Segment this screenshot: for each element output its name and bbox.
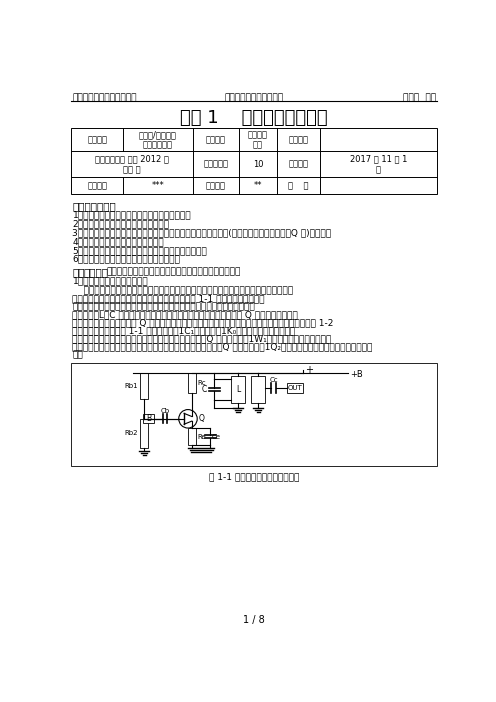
Bar: [231, 376, 245, 404]
Text: 成绩评定: 成绩评定: [289, 135, 309, 144]
Text: 二、: 二、: [72, 267, 85, 277]
Text: 学    号: 学 号: [288, 181, 309, 190]
Text: 一、实验目的：: 一、实验目的：: [72, 201, 116, 211]
Text: 3）熟悉放大器静态工作点和几点几负载对单调谐放大器幅频特性(包括电压增益、通频带、Q 值)的影响；: 3）熟悉放大器静态工作点和几点几负载对单调谐放大器幅频特性(包括电压增益、通频带…: [72, 228, 332, 237]
Text: 图 1-1 单调谐回路放大器原理电路: 图 1-1 单调谐回路放大器原理电路: [209, 472, 300, 482]
Text: OUT: OUT: [288, 385, 303, 391]
Text: 指导教师: 指导教师: [87, 181, 107, 190]
Text: +: +: [305, 365, 313, 376]
Text: 力。: 力。: [72, 351, 83, 359]
Text: 5）熟悉耦合电容对双调谐回路放大器幅频特性的影响；: 5）熟悉耦合电容对双调谐回路放大器幅频特性的影响；: [72, 246, 207, 255]
Text: Rb1: Rb1: [124, 383, 138, 389]
Text: 2017 年 11 月 1
日: 2017 年 11 月 1 日: [350, 154, 407, 174]
Bar: [71, 128, 437, 194]
Text: 2）熟悉放大器静态工作点的测量方法；: 2）熟悉放大器静态工作点的测量方法；: [72, 219, 170, 228]
Text: 轻晶体管集电极电阻对回路 Q 值的影响，采用里部分接入方式。单调谐回路谐振放大器实验电路如图 1-2: 轻晶体管集电极电阻对回路 Q 值的影响，采用里部分接入方式。单调谐回路谐振放大器…: [72, 318, 334, 327]
Text: 实验名称: 实验名称: [87, 135, 107, 144]
Text: 电子信息工程 专业 2012 级
电子 班: 电子信息工程 专业 2012 级 电子 班: [95, 154, 169, 174]
Text: 10: 10: [253, 160, 263, 168]
Bar: [140, 419, 148, 448]
Text: 单调谐/双调谐回
路谐振放大器: 单调谐/双调谐回 路谐振放大器: [139, 130, 177, 150]
Text: 高频／通信电子线路实验: 高频／通信电子线路实验: [225, 93, 284, 102]
Text: 所属课程: 所属课程: [206, 135, 226, 144]
Text: Q: Q: [199, 414, 205, 423]
Bar: [188, 373, 196, 392]
Text: Cc: Cc: [269, 377, 278, 383]
Bar: [287, 383, 304, 392]
Bar: [188, 428, 196, 445]
Bar: [251, 376, 265, 404]
Text: （实验原理、设计思想、系统结构、实验电路）（重点）: （实验原理、设计思想、系统结构、实验电路）（重点）: [106, 267, 241, 277]
Text: 学生姓名: 学生姓名: [206, 181, 226, 190]
Text: 实验桌编号: 实验桌编号: [203, 160, 228, 168]
Bar: [71, 364, 437, 465]
Text: Re: Re: [197, 434, 206, 439]
Text: 实验 1    高频小信号放大器: 实验 1 高频小信号放大器: [181, 109, 328, 127]
Text: Rc: Rc: [197, 380, 206, 385]
Text: L: L: [236, 385, 240, 394]
Text: 所示，其基本部分于图 1-1 相同。图中，1C₁用来调谐，1K₀用以改变集电极电阻，以: 所示，其基本部分于图 1-1 相同。图中，1C₁用来调谐，1K₀用以改变集电极电…: [72, 326, 296, 336]
Text: 1、单调谐回路谐振放大器原理: 1、单调谐回路谐振放大器原理: [72, 277, 148, 286]
Text: 1）掌握单调谐回路谐振放大器的基本工作原理；: 1）掌握单调谐回路谐振放大器的基本工作原理；: [72, 211, 191, 220]
Text: ***: ***: [152, 181, 164, 190]
Text: B: B: [146, 414, 151, 423]
Text: 观察放大器静态工作点变化对谐振回路（包括电压增益、带宽、Q 值）的影响。1Q₂为射极跟随器，主要用于提高带负载能: 观察放大器静态工作点变化对谐振回路（包括电压增益、带宽、Q 值）的影响。1Q₂为…: [72, 343, 373, 352]
Bar: [143, 414, 154, 423]
Bar: [140, 373, 148, 399]
Text: **: **: [254, 181, 262, 190]
Text: Ce: Ce: [212, 434, 221, 439]
Text: 观察集电极负载变化对谐振回路（包括电压增益、带宽、Q 值）的影响，1W₁用以改变基极偏置电压，以: 观察集电极负载变化对谐振回路（包括电压增益、带宽、Q 值）的影响，1W₁用以改变…: [72, 334, 332, 343]
Text: Rb2: Rb2: [124, 430, 138, 437]
Text: C: C: [201, 385, 206, 394]
Text: 耿照新  制订: 耿照新 制订: [403, 93, 436, 102]
Text: Cb: Cb: [161, 408, 170, 414]
Text: 实验日期: 实验日期: [289, 160, 309, 168]
Text: 晶体管工作于放大区域，从而放大器工作于甲类。的旁路电容，是输入、输出: 晶体管工作于放大区域，从而放大器工作于甲类。的旁路电容，是输入、输出: [72, 302, 255, 311]
Text: 耦合电容，L、C 是谐振回路，是集电极（交流）电阻，它决定了回路 Q 值、带宽。为了减: 耦合电容，L、C 是谐振回路，是集电极（交流）电阻，它决定了回路 Q 值、带宽。…: [72, 310, 298, 319]
Text: 单调谐回路谐振放大器是通信接收机的前端电路，主要用于与高频小信号或微弱信号的线: 单调谐回路谐振放大器是通信接收机的前端电路，主要用于与高频小信号或微弱信号的线: [72, 286, 294, 295]
Text: 实验原理: 实验原理: [83, 267, 108, 277]
Text: 1 / 8: 1 / 8: [244, 615, 265, 625]
Text: 信息工程学院学生实验报告: 信息工程学院学生实验报告: [72, 93, 137, 102]
Text: 4）掌握测量发达器幅频特性的方法；: 4）掌握测量发达器幅频特性的方法；: [72, 237, 164, 246]
Text: +B: +B: [350, 370, 363, 378]
Text: 高频电子
线路: 高频电子 线路: [248, 130, 268, 150]
Text: 6）了解放大器动态范围的概念和测量方法；: 6）了解放大器动态范围的概念和测量方法；: [72, 255, 181, 264]
Text: 性放大和选频。单调谐回路谐振放大器原理电路如图 1-1 所示，图中用以保证: 性放大和选频。单调谐回路谐振放大器原理电路如图 1-1 所示，图中用以保证: [72, 294, 265, 303]
